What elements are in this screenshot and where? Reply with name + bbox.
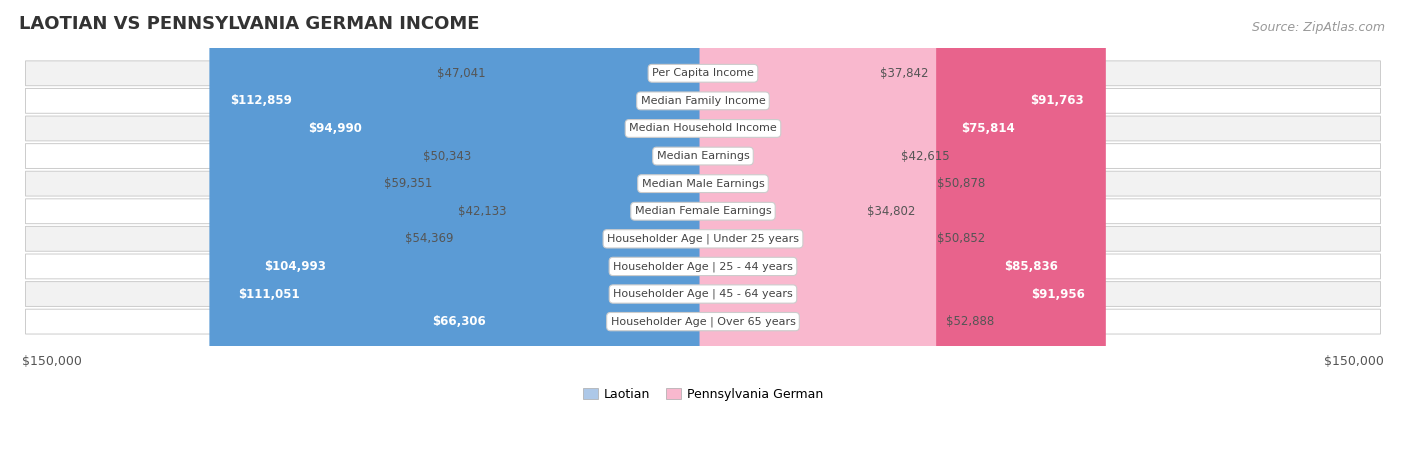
FancyBboxPatch shape — [25, 254, 1381, 279]
FancyBboxPatch shape — [441, 0, 706, 467]
Text: $37,842: $37,842 — [880, 67, 929, 80]
FancyBboxPatch shape — [25, 116, 1381, 141]
FancyBboxPatch shape — [287, 0, 706, 467]
Text: $75,814: $75,814 — [962, 122, 1015, 135]
Text: Householder Age | Under 25 years: Householder Age | Under 25 years — [607, 234, 799, 244]
FancyBboxPatch shape — [218, 0, 706, 467]
Text: $47,041: $47,041 — [437, 67, 485, 80]
FancyBboxPatch shape — [700, 0, 936, 467]
Text: $42,133: $42,133 — [458, 205, 508, 218]
FancyBboxPatch shape — [516, 0, 706, 467]
Text: Householder Age | 25 - 44 years: Householder Age | 25 - 44 years — [613, 261, 793, 272]
Text: $50,852: $50,852 — [936, 233, 986, 245]
FancyBboxPatch shape — [243, 0, 706, 467]
FancyBboxPatch shape — [700, 0, 891, 467]
Text: Source: ZipAtlas.com: Source: ZipAtlas.com — [1251, 21, 1385, 34]
FancyBboxPatch shape — [25, 282, 1381, 306]
FancyBboxPatch shape — [25, 144, 1381, 169]
FancyBboxPatch shape — [495, 0, 706, 467]
FancyBboxPatch shape — [700, 0, 928, 467]
FancyBboxPatch shape — [25, 199, 1381, 224]
Text: $54,369: $54,369 — [405, 233, 454, 245]
Text: Per Capita Income: Per Capita Income — [652, 68, 754, 78]
Text: $34,802: $34,802 — [868, 205, 915, 218]
Text: $52,888: $52,888 — [946, 315, 994, 328]
Text: $91,763: $91,763 — [1031, 94, 1084, 107]
FancyBboxPatch shape — [25, 171, 1381, 196]
FancyBboxPatch shape — [464, 0, 706, 467]
FancyBboxPatch shape — [481, 0, 706, 467]
FancyBboxPatch shape — [25, 226, 1381, 251]
Text: $50,878: $50,878 — [936, 177, 986, 190]
Text: Median Earnings: Median Earnings — [657, 151, 749, 161]
FancyBboxPatch shape — [700, 0, 1107, 467]
Text: $42,615: $42,615 — [901, 149, 949, 163]
Text: $59,351: $59,351 — [384, 177, 432, 190]
Text: $91,956: $91,956 — [1031, 288, 1085, 301]
Text: Median Family Income: Median Family Income — [641, 96, 765, 106]
Text: $66,306: $66,306 — [433, 315, 486, 328]
Text: LAOTIAN VS PENNSYLVANIA GERMAN INCOME: LAOTIAN VS PENNSYLVANIA GERMAN INCOME — [20, 15, 479, 33]
Text: $94,990: $94,990 — [308, 122, 361, 135]
Text: $50,343: $50,343 — [423, 149, 471, 163]
Text: $112,859: $112,859 — [231, 94, 292, 107]
FancyBboxPatch shape — [700, 0, 1080, 467]
FancyBboxPatch shape — [700, 0, 928, 467]
FancyBboxPatch shape — [25, 61, 1381, 86]
FancyBboxPatch shape — [700, 0, 858, 467]
Text: Householder Age | Over 65 years: Householder Age | Over 65 years — [610, 316, 796, 327]
FancyBboxPatch shape — [700, 0, 1036, 467]
FancyBboxPatch shape — [25, 88, 1381, 113]
FancyBboxPatch shape — [25, 309, 1381, 334]
Text: $85,836: $85,836 — [1004, 260, 1059, 273]
FancyBboxPatch shape — [412, 0, 706, 467]
FancyBboxPatch shape — [700, 0, 1105, 467]
Text: Householder Age | 45 - 64 years: Householder Age | 45 - 64 years — [613, 289, 793, 299]
Text: Median Male Earnings: Median Male Earnings — [641, 179, 765, 189]
Text: Median Female Earnings: Median Female Earnings — [634, 206, 772, 216]
Text: $111,051: $111,051 — [238, 288, 299, 301]
FancyBboxPatch shape — [700, 0, 870, 467]
FancyBboxPatch shape — [209, 0, 706, 467]
Text: $104,993: $104,993 — [264, 260, 326, 273]
Text: Median Household Income: Median Household Income — [628, 123, 778, 134]
Legend: Laotian, Pennsylvania German: Laotian, Pennsylvania German — [578, 383, 828, 406]
